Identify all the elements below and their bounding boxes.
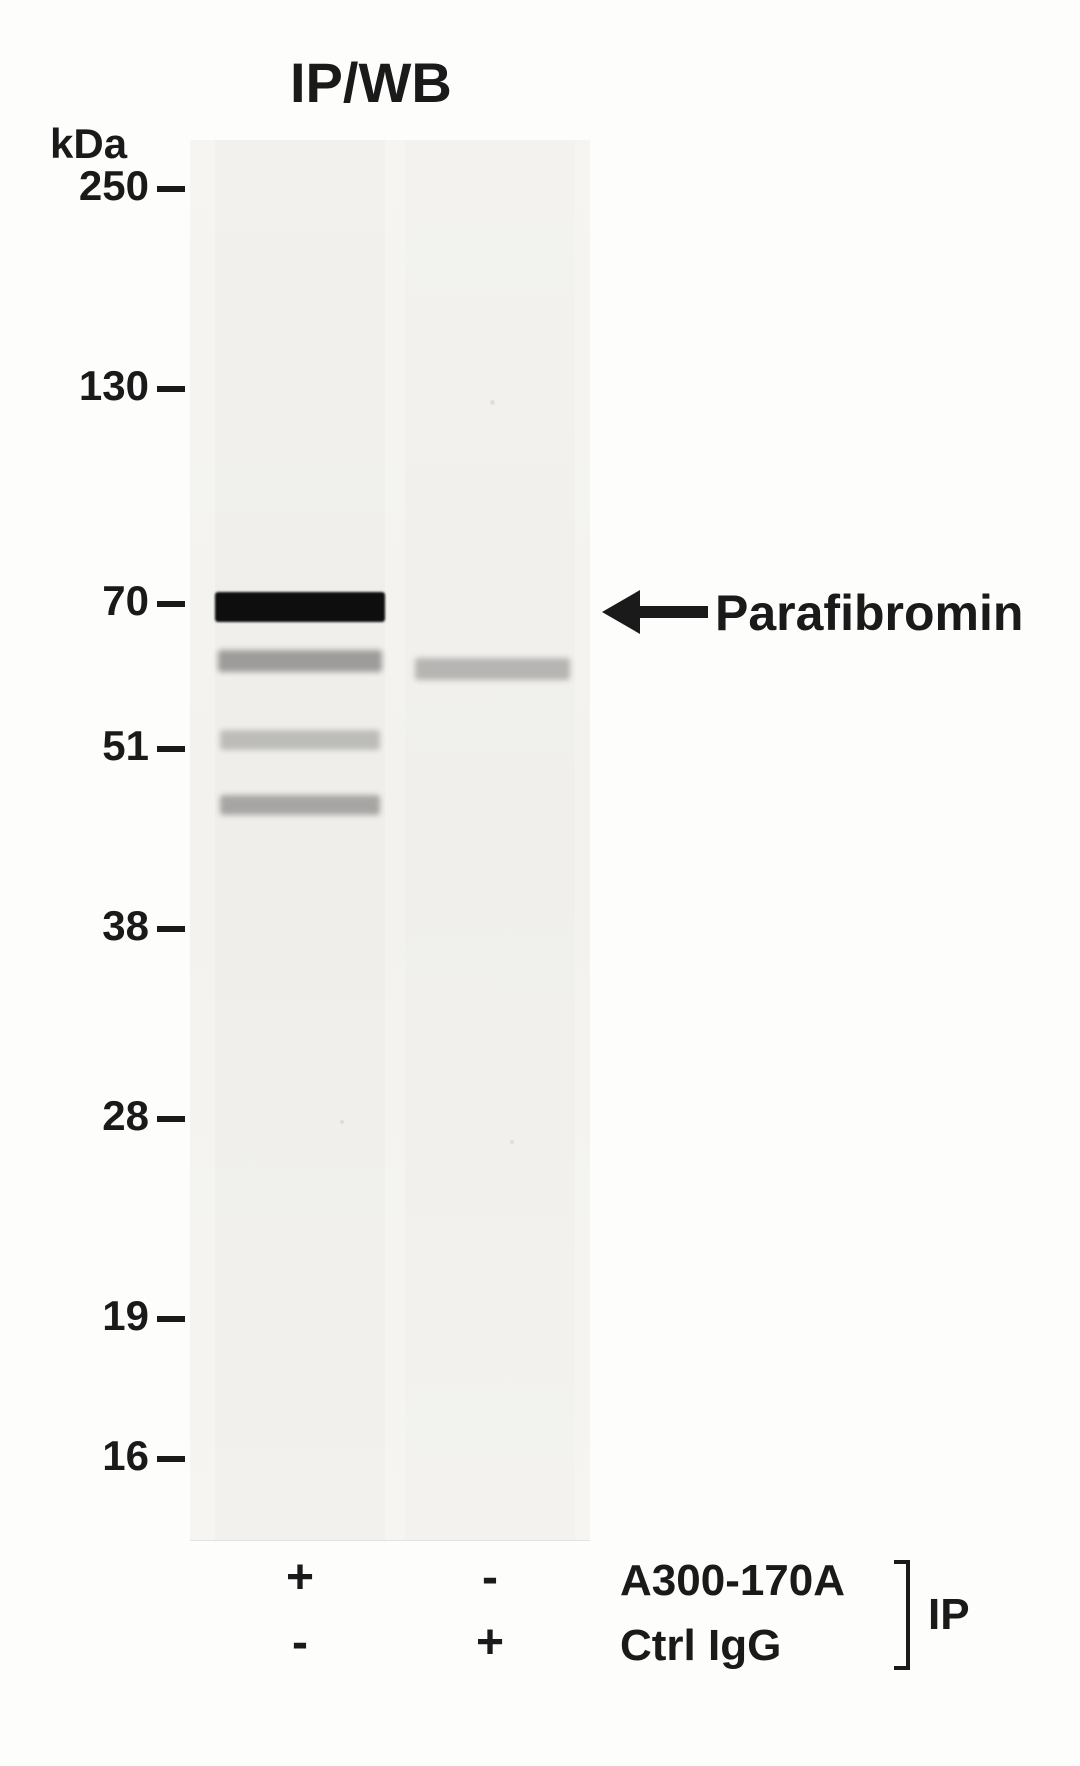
mw-marker-tick	[157, 926, 185, 932]
mw-marker: 130	[20, 362, 185, 410]
mw-marker-tick	[157, 1456, 185, 1462]
arrow-head-icon	[602, 590, 640, 634]
mw-marker: 28	[20, 1092, 185, 1140]
mw-marker-tick	[157, 601, 185, 607]
band-lane1-minor	[220, 730, 380, 750]
mw-marker-value: 28	[102, 1092, 149, 1139]
mw-marker-value: 51	[102, 722, 149, 769]
mw-marker-value: 70	[102, 577, 149, 624]
arrow-shaft	[638, 606, 708, 618]
mw-marker-tick	[157, 1116, 185, 1122]
mw-marker-value: 16	[102, 1432, 149, 1479]
blot-membrane	[190, 140, 590, 1540]
mw-marker-value: 19	[102, 1292, 149, 1339]
mw-marker: 70	[20, 577, 185, 625]
mw-marker-tick	[157, 746, 185, 752]
blot-bottom-border	[190, 1540, 590, 1541]
ip-bracket-icon	[890, 1560, 910, 1670]
mw-marker: 16	[20, 1432, 185, 1480]
lane-1-bg	[215, 140, 385, 1540]
mw-marker: 19	[20, 1292, 185, 1340]
mw-marker: 51	[20, 722, 185, 770]
target-protein-label: Parafibromin	[715, 584, 1023, 642]
mw-marker: 38	[20, 902, 185, 950]
mw-marker-tick	[157, 186, 185, 192]
antibody-id-label: A300-170A	[620, 1556, 845, 1606]
blot-noise	[510, 1140, 514, 1144]
mw-marker-value: 130	[79, 362, 149, 409]
ctrl-igg-label: Ctrl IgG	[620, 1621, 781, 1671]
lane-2-bg	[405, 140, 575, 1540]
band-lane2-faint	[415, 658, 570, 680]
mw-marker-tick	[157, 386, 185, 392]
ip-label: IP	[928, 1590, 970, 1640]
band-parafibromin-lane1	[215, 592, 385, 622]
lane2-ctrl-sign: +	[405, 1615, 575, 1670]
lane1-ctrl-sign: -	[215, 1615, 385, 1670]
mw-marker: 250	[20, 162, 185, 210]
blot-noise	[340, 1120, 344, 1124]
band-lane1-minor	[220, 795, 380, 815]
lane1-ab-sign: +	[215, 1550, 385, 1605]
kda-axis-label: kDa	[50, 120, 127, 168]
band-lane1-minor	[218, 650, 382, 672]
western-blot-figure: IP/WB kDa 250 130 70 51 38 28 19 16	[20, 50, 1060, 1710]
blot-noise	[490, 400, 495, 405]
panel-title: IP/WB	[290, 50, 452, 115]
mw-marker-value: 250	[79, 162, 149, 209]
mw-marker-value: 38	[102, 902, 149, 949]
mw-marker-tick	[157, 1316, 185, 1322]
lane2-ab-sign: -	[405, 1550, 575, 1605]
